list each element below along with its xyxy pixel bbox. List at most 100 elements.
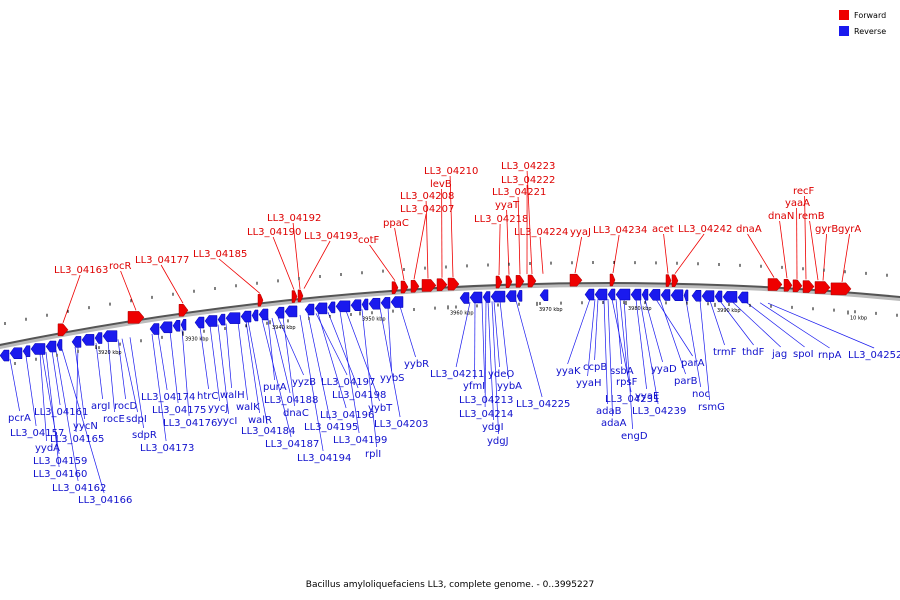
forward-gene-label-ll3-04210[interactable]: LL3_04210 [424, 166, 478, 177]
reverse-gene-arrow[interactable] [22, 345, 31, 357]
forward-gene-label-yyaj[interactable]: yyaJ [570, 227, 591, 238]
forward-gene-arrow[interactable] [792, 279, 803, 293]
forward-gene-label-levb[interactable]: levB [430, 179, 452, 190]
reverse-gene-arrow[interactable] [71, 336, 82, 348]
forward-gene-label-ll3-04185[interactable]: LL3_04185 [193, 249, 247, 260]
forward-gene-arrow[interactable] [391, 281, 399, 294]
reverse-gene-label-htrc[interactable]: htrC [197, 391, 218, 402]
reverse-gene-arrow[interactable] [159, 321, 173, 334]
reverse-gene-label-ll3-04184[interactable]: LL3_04184 [241, 426, 295, 437]
reverse-gene-label-ll3-04213[interactable]: LL3_04213 [459, 395, 513, 406]
reverse-gene-label-rocd[interactable]: rocD [114, 401, 138, 412]
forward-gene-label-cotf[interactable]: cotF [358, 235, 380, 246]
forward-gene-arrow[interactable] [814, 281, 831, 294]
reverse-gene-label-ll3-04197[interactable]: LL3_04197 [321, 377, 375, 388]
reverse-gene-label-ll3-04231[interactable]: LL3_04231 [605, 394, 659, 405]
forward-gene-arrow[interactable] [671, 274, 679, 287]
reverse-gene-label-ssba[interactable]: ssbA [610, 366, 634, 377]
reverse-gene-label-adaa[interactable]: adaA [601, 418, 627, 429]
reverse-gene-arrow[interactable] [314, 302, 328, 315]
forward-gene-label-ll3-04224[interactable]: LL3_04224 [514, 227, 568, 238]
forward-gene-label-ll3-04234[interactable]: LL3_04234 [593, 225, 647, 236]
reverse-gene-label-ll3-04198[interactable]: LL3_04198 [332, 390, 386, 401]
forward-gene-label-acet[interactable]: acet [652, 224, 674, 235]
reverse-gene-arrow[interactable] [204, 315, 218, 327]
reverse-gene-arrow[interactable] [469, 291, 483, 304]
forward-gene-arrow[interactable] [410, 280, 420, 293]
reverse-gene-label-ll3-04225[interactable]: LL3_04225 [516, 399, 570, 410]
reverse-gene-arrow[interactable] [714, 290, 723, 303]
forward-gene-label-yyat[interactable]: yyaT [495, 200, 520, 211]
reverse-gene-arrow[interactable] [56, 339, 63, 351]
reverse-gene-label-yyah[interactable]: yyaH [576, 378, 601, 389]
forward-gene-arrow[interactable] [569, 273, 583, 287]
reverse-gene-arrow[interactable] [0, 349, 10, 362]
reverse-gene-arrow[interactable] [274, 306, 285, 319]
reverse-gene-arrow[interactable] [516, 290, 523, 302]
reverse-gene-label-yyda[interactable]: yydA [35, 443, 60, 454]
reverse-gene-arrow[interactable] [361, 298, 369, 311]
reverse-gene-label-yyci[interactable]: yycI [217, 416, 237, 427]
reverse-gene-arrow[interactable] [490, 290, 506, 303]
reverse-gene-label-yyba[interactable]: yybA [497, 381, 522, 392]
forward-gene-arrow[interactable] [609, 273, 616, 287]
reverse-gene-label-ll3-04252[interactable]: LL3_04252 [848, 350, 900, 361]
reverse-gene-arrow[interactable] [390, 296, 404, 308]
reverse-gene-label-ll3-04174[interactable]: LL3_04174 [141, 392, 195, 403]
reverse-gene-arrow[interactable] [594, 288, 608, 301]
forward-gene-label-ll3-04192[interactable]: LL3_04192 [267, 213, 321, 224]
reverse-gene-label-ll3-04203[interactable]: LL3_04203 [374, 419, 428, 430]
forward-gene-arrow[interactable] [257, 294, 264, 307]
reverse-gene-label-ll3-04195[interactable]: LL3_04195 [304, 422, 358, 433]
reverse-gene-label-engd[interactable]: engD [621, 431, 648, 442]
reverse-gene-label-ll3-04176[interactable]: LL3_04176 [163, 418, 217, 429]
forward-gene-arrow[interactable] [527, 274, 537, 288]
reverse-gene-label-ll3-04157[interactable]: LL3_04157 [10, 428, 64, 439]
reverse-gene-label-para[interactable]: parA [681, 358, 705, 369]
forward-gene-label-rocr[interactable]: rocR [109, 261, 132, 272]
forward-gene-arrow[interactable] [291, 290, 298, 303]
reverse-gene-label-yyae[interactable]: yyaE [635, 391, 659, 402]
reverse-gene-label-ll3-04214[interactable]: LL3_04214 [459, 409, 513, 420]
forward-gene-arrow[interactable] [767, 278, 783, 291]
forward-gene-arrow[interactable] [783, 279, 793, 292]
forward-gene-label-ll3-04223[interactable]: LL3_04223 [501, 161, 555, 172]
reverse-gene-arrow[interactable] [251, 309, 259, 322]
forward-gene-label-gyrb[interactable]: gyrB [815, 224, 838, 235]
forward-gene-label-dnaa[interactable]: dnaA [736, 224, 762, 235]
reverse-gene-label-ydgi[interactable]: ydgI [482, 422, 504, 433]
reverse-gene-label-sdpr[interactable]: sdpR [132, 430, 157, 441]
reverse-gene-arrow[interactable] [81, 334, 95, 346]
forward-gene-arrow[interactable] [495, 275, 503, 289]
reverse-gene-arrow[interactable] [172, 320, 181, 332]
reverse-gene-label-ll3-04211[interactable]: LL3_04211 [430, 369, 484, 380]
reverse-gene-label-ll3-04199[interactable]: LL3_04199 [333, 435, 387, 446]
reverse-gene-arrow[interactable] [615, 288, 631, 301]
reverse-gene-label-rsmg[interactable]: rsmG [698, 402, 725, 413]
reverse-gene-label-noc[interactable]: noc [692, 389, 710, 400]
reverse-gene-arrow[interactable] [335, 300, 351, 313]
reverse-gene-arrow[interactable] [722, 291, 738, 303]
forward-gene-arrow[interactable] [515, 275, 525, 288]
reverse-gene-arrow[interactable] [304, 303, 315, 316]
reverse-gene-label-thdf[interactable]: thdF [742, 347, 765, 358]
reverse-gene-arrow[interactable] [683, 289, 689, 302]
forward-gene-label-ll3-04193[interactable]: LL3_04193 [304, 231, 358, 242]
reverse-gene-label-yybr[interactable]: yybR [404, 359, 429, 370]
reverse-gene-label-pura[interactable]: purA [263, 382, 287, 393]
reverse-gene-label-yycj[interactable]: yycJ [208, 403, 228, 414]
reverse-gene-label-yyak[interactable]: yyaK [556, 366, 581, 377]
reverse-gene-label-rpsf[interactable]: rpsF [616, 377, 638, 388]
reverse-gene-arrow[interactable] [284, 305, 298, 318]
reverse-gene-label-sdpi[interactable]: sdpI [126, 414, 147, 425]
reverse-gene-label-pcra[interactable]: pcrA [8, 413, 31, 424]
reverse-gene-arrow[interactable] [505, 290, 517, 302]
forward-gene-arrow[interactable] [802, 280, 815, 293]
reverse-gene-arrow[interactable] [691, 289, 702, 302]
forward-gene-label-dnan[interactable]: dnaN [768, 211, 794, 222]
forward-gene-label-ll3-04222[interactable]: LL3_04222 [501, 175, 555, 186]
forward-gene-label-ll3-04163[interactable]: LL3_04163 [54, 265, 108, 276]
reverse-gene-label-parb[interactable]: parB [674, 376, 698, 387]
reverse-gene-arrow[interactable] [459, 292, 470, 304]
reverse-gene-arrow[interactable] [194, 316, 205, 329]
